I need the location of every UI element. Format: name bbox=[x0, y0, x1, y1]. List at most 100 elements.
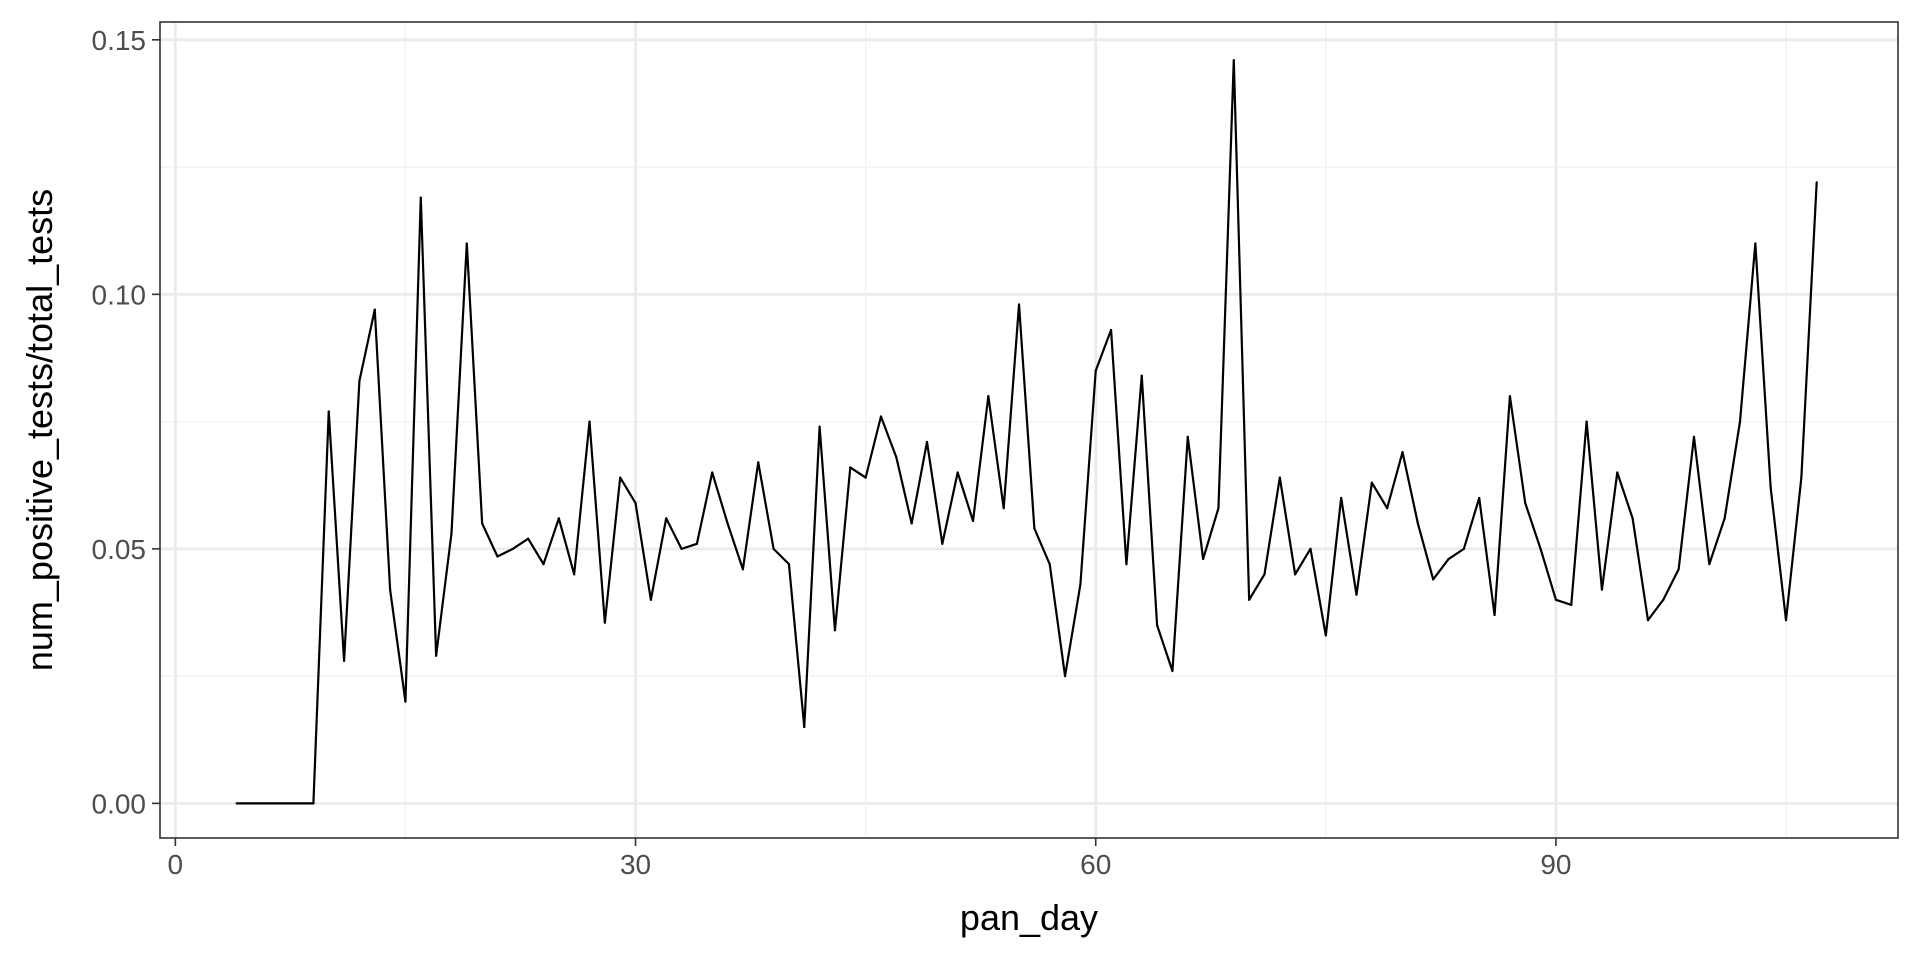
data-point bbox=[987, 395, 990, 398]
y-tick-label: 0.00 bbox=[92, 788, 147, 819]
data-point bbox=[1370, 481, 1373, 484]
data-point bbox=[649, 598, 652, 601]
data-point bbox=[1508, 395, 1512, 398]
data-point bbox=[680, 547, 683, 550]
data-point bbox=[1432, 578, 1435, 581]
x-tick-label: 90 bbox=[1540, 849, 1571, 880]
data-point bbox=[1002, 507, 1005, 510]
data-point bbox=[481, 522, 484, 525]
data-point bbox=[296, 802, 300, 805]
y-tick-label: 0.05 bbox=[92, 534, 147, 565]
data-point bbox=[665, 517, 668, 520]
panel-border bbox=[159, 21, 1899, 839]
data-point bbox=[1754, 242, 1757, 245]
data-point bbox=[971, 519, 975, 522]
minor-gridlines bbox=[160, 22, 1898, 838]
major-gridlines bbox=[160, 22, 1898, 838]
data-point bbox=[1278, 476, 1281, 479]
y-axis-title: num_positive_tests/total_tests bbox=[19, 189, 60, 671]
x-tick-label: 30 bbox=[620, 849, 651, 880]
data-point bbox=[1048, 563, 1051, 566]
data-point bbox=[1109, 328, 1113, 332]
data-point bbox=[527, 537, 530, 540]
data-point bbox=[1416, 522, 1419, 525]
data-point bbox=[373, 308, 376, 311]
data-point bbox=[1462, 547, 1465, 550]
data-point bbox=[1186, 435, 1189, 438]
data-point bbox=[695, 542, 698, 545]
data-point bbox=[1340, 496, 1343, 500]
data-point bbox=[266, 802, 269, 805]
data-point bbox=[312, 802, 315, 805]
data-point bbox=[1155, 624, 1159, 627]
data-point bbox=[803, 725, 806, 729]
data-point bbox=[757, 461, 760, 464]
data-point bbox=[1708, 563, 1711, 566]
data-point bbox=[1600, 588, 1604, 591]
data-point bbox=[1769, 486, 1772, 489]
data-point bbox=[1202, 557, 1205, 561]
y-tick-label: 0.15 bbox=[92, 25, 147, 56]
data-point bbox=[1401, 451, 1404, 454]
data-point bbox=[1294, 573, 1297, 576]
data-point bbox=[281, 802, 284, 805]
data-point bbox=[895, 456, 898, 459]
x-tick-label: 0 bbox=[168, 849, 184, 880]
data-point bbox=[849, 466, 852, 469]
data-point bbox=[925, 440, 929, 444]
data-point bbox=[1248, 598, 1251, 601]
data-point bbox=[496, 555, 499, 558]
data-point bbox=[1309, 547, 1312, 550]
data-point bbox=[435, 654, 438, 657]
data-point bbox=[603, 621, 606, 624]
y-axis: 0.00 0.05 0.10 0.15 bbox=[92, 25, 160, 819]
data-point bbox=[1263, 573, 1266, 576]
data-point bbox=[1171, 669, 1174, 673]
data-point bbox=[1585, 420, 1588, 423]
data-point bbox=[711, 471, 714, 474]
data-point bbox=[404, 700, 407, 703]
data-point bbox=[388, 588, 392, 591]
data-point bbox=[1815, 181, 1818, 184]
data-point bbox=[511, 547, 514, 550]
data-point bbox=[910, 522, 913, 525]
data-point bbox=[1217, 507, 1220, 510]
data-point bbox=[1324, 634, 1327, 637]
data-point bbox=[634, 501, 637, 505]
data-point bbox=[342, 659, 346, 662]
data-point bbox=[726, 522, 729, 525]
data-point bbox=[1800, 476, 1803, 479]
data-point bbox=[1493, 613, 1496, 617]
data-point bbox=[1386, 507, 1389, 510]
x-tick-label: 60 bbox=[1080, 849, 1111, 880]
data-point bbox=[358, 379, 361, 382]
data-point bbox=[450, 532, 453, 535]
data-point bbox=[557, 517, 560, 520]
data-point bbox=[1784, 619, 1788, 622]
data-point bbox=[1738, 420, 1742, 423]
data-point bbox=[956, 471, 959, 474]
x-axis: 0 30 60 90 bbox=[168, 838, 1572, 880]
data-point bbox=[1692, 435, 1696, 438]
data-point bbox=[1355, 593, 1358, 596]
data-point bbox=[1125, 563, 1128, 566]
data-point bbox=[327, 410, 330, 413]
y-tick-label: 0.10 bbox=[92, 279, 147, 310]
data-point bbox=[1524, 501, 1527, 505]
data-point bbox=[1570, 603, 1573, 606]
data-point bbox=[235, 802, 238, 805]
data-point bbox=[573, 573, 576, 576]
data-point bbox=[864, 476, 867, 479]
data-point bbox=[419, 196, 422, 199]
data-point bbox=[1232, 59, 1235, 62]
data-point bbox=[818, 425, 821, 428]
data-point bbox=[1554, 598, 1558, 601]
data-point bbox=[941, 542, 944, 545]
data-point bbox=[787, 563, 791, 566]
data-point bbox=[879, 415, 883, 418]
series-line-0 bbox=[236, 59, 1818, 805]
data-point bbox=[619, 476, 622, 479]
data-point bbox=[1539, 547, 1542, 550]
data-point bbox=[1723, 517, 1726, 520]
